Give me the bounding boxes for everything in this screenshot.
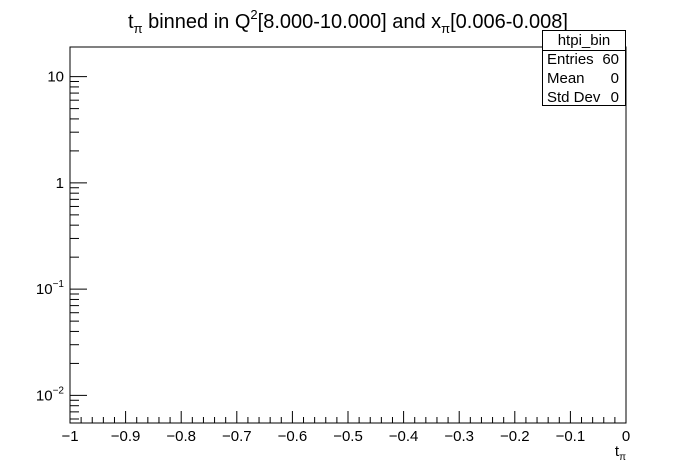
x-tick-labels: −1 −0.9 −0.8 −0.7 −0.6 −0.5 −0.4 −0.3 −0.2 −0.1 0 [61, 428, 630, 445]
title-q-exponent: 2 [250, 7, 257, 22]
y-tick-label: 10−2 [36, 385, 65, 404]
y-tick-label-exponent: −2 [53, 385, 65, 396]
x-tick-label: −1 [61, 428, 78, 445]
x-tick-label: −0.8 [166, 428, 196, 445]
chart-title: tπ binned in Q2[8.000-10.000] and xπ[0.0… [128, 7, 568, 36]
y-tick-label: 1 [56, 175, 64, 192]
stats-value-entries: 60 [602, 50, 619, 69]
x-tick-label: −0.1 [556, 428, 586, 445]
x-tick-label: 0 [622, 428, 630, 445]
stats-label-entries: Entries [547, 50, 594, 69]
x-tick-label: −0.3 [444, 428, 474, 445]
stats-label-mean: Mean [547, 69, 585, 88]
stats-row-std-dev: Std Dev 0 [547, 88, 619, 107]
stats-row-entries: Entries 60 [547, 50, 619, 69]
x-tick-label: −0.6 [278, 428, 308, 445]
y-tick-label-base: 10 [36, 281, 53, 298]
stats-label-std-dev: Std Dev [547, 88, 600, 107]
stats-box-title: htpi_bin [543, 31, 625, 51]
x-tick-label: −0.9 [111, 428, 141, 445]
stats-row-mean: Mean 0 [547, 69, 619, 88]
x-axis-label-subscript: π [619, 452, 626, 463]
title-pi-subscript: π [134, 21, 143, 36]
axis-ticks [70, 77, 626, 423]
x-tick-label: −0.5 [333, 428, 363, 445]
y-tick-label-exponent: −1 [53, 279, 65, 290]
y-tick-label-base: 10 [36, 387, 53, 404]
title-q-range: [8.000-10.000] and x [258, 11, 441, 33]
stats-box: htpi_bin Entries 60 Mean 0 Std Dev 0 [542, 30, 626, 106]
x-tick-label: −0.4 [389, 428, 419, 445]
y-tick-label: 10 [47, 69, 64, 86]
y-tick-label-base: 1 [56, 175, 64, 192]
y-tick-label: 10−1 [36, 279, 65, 298]
stats-value-std-dev: 0 [611, 88, 619, 107]
x-tick-label: −0.7 [222, 428, 252, 445]
title-binned-in: binned in Q [143, 11, 251, 33]
y-tick-label-base: 10 [47, 69, 64, 86]
title-x-pi-subscript: π [441, 21, 450, 36]
x-axis-label: tπ [615, 443, 626, 463]
x-tick-label: −0.2 [500, 428, 530, 445]
stats-value-mean: 0 [611, 69, 619, 88]
